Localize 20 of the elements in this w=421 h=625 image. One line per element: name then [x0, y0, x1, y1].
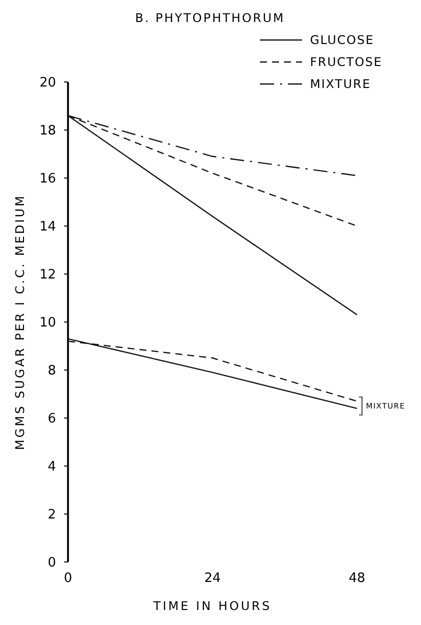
y-tick-label: 8: [48, 364, 56, 379]
x-axis-title: TIME IN HOURS: [152, 599, 272, 613]
legend-label: MIXTURE: [310, 77, 371, 92]
y-tick-label: 18: [39, 124, 56, 139]
x-tick-label: 24: [204, 571, 221, 586]
y-axis-title: MGMS SUGAR PER I C.C. MEDIUM: [13, 194, 27, 450]
y-tick-label: 16: [39, 172, 56, 187]
y-tick-label: 6: [48, 412, 56, 427]
y-tick-label: 12: [39, 268, 56, 283]
y-tick-label: 4: [48, 460, 56, 475]
y-tick-label: 0: [48, 556, 56, 571]
x-tick-label: 48: [348, 571, 366, 586]
y-tick-label: 10: [39, 316, 56, 331]
legend-label: GLUCOSE: [310, 33, 374, 48]
chart-title: B. PHYTOPHTHORUM: [135, 11, 285, 25]
legend-label: FRUCTOSE: [310, 55, 382, 70]
x-tick-label: 0: [64, 571, 72, 586]
y-tick-label: 2: [48, 508, 56, 523]
y-tick-label: 14: [39, 220, 56, 235]
y-tick-label: 20: [39, 76, 56, 91]
